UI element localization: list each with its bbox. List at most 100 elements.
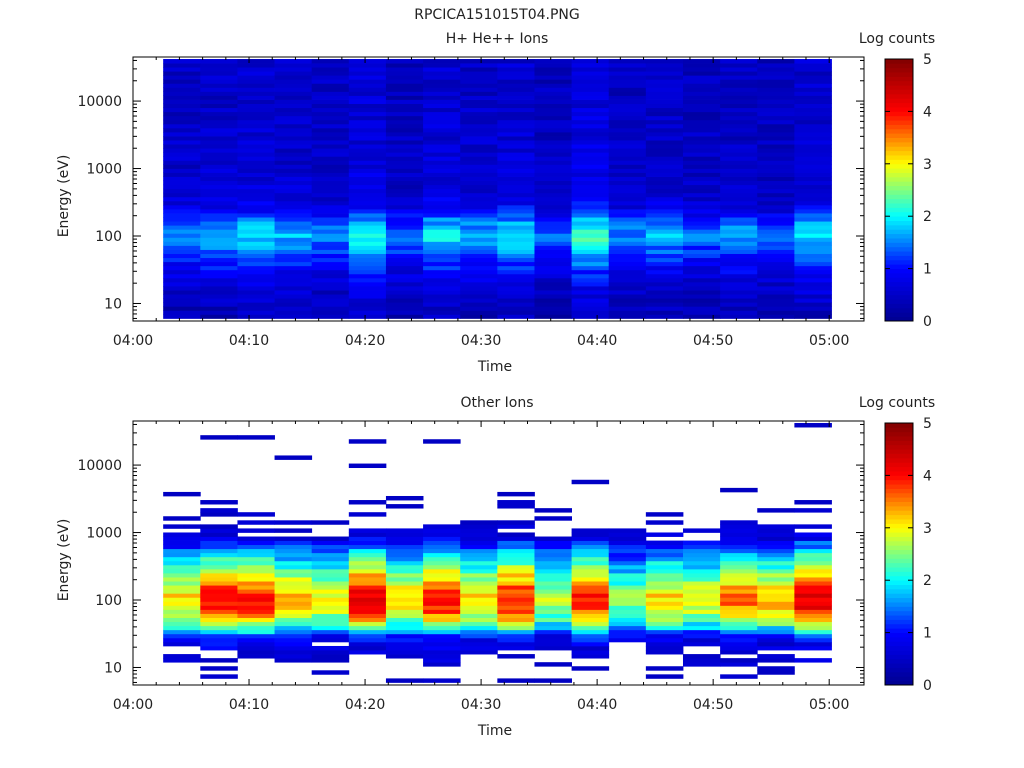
heatmap-cell	[571, 127, 610, 133]
colorbar-segment	[885, 238, 913, 243]
heatmap-cell	[497, 204, 535, 210]
heatmap-cell	[423, 119, 461, 125]
heatmap-cell	[348, 111, 387, 117]
heatmap-cell	[460, 180, 498, 186]
heatmap-cell	[534, 281, 572, 287]
heatmap-cell	[608, 286, 647, 291]
heatmap-cell	[237, 131, 275, 137]
heatmap-cell	[200, 184, 238, 190]
heatmap-cell	[794, 67, 832, 72]
heatmap-cell	[794, 115, 832, 121]
heatmap-cell	[311, 75, 350, 80]
heatmap-cell	[757, 196, 795, 202]
heatmap-cell	[757, 670, 795, 675]
heatmap-cell	[571, 294, 610, 299]
heatmap-cell	[163, 123, 201, 129]
heatmap-cell	[571, 245, 610, 250]
heatmap-cell	[423, 63, 461, 68]
heatmap-cell	[720, 59, 758, 64]
heatmap-cell	[163, 540, 201, 546]
colorbar-segment	[885, 423, 913, 428]
heatmap-cell	[794, 605, 832, 610]
heatmap-cell	[682, 136, 721, 141]
heatmap-cell	[757, 613, 795, 618]
heatmap-cell	[720, 123, 758, 129]
heatmap-cell	[645, 273, 684, 279]
heatmap-cell	[423, 213, 461, 218]
heatmap-cell	[608, 127, 647, 133]
heatmap-cell	[460, 568, 498, 574]
heatmap-cell	[200, 249, 238, 254]
heatmap-cell	[237, 184, 275, 190]
colorbar-segment	[885, 163, 913, 169]
colorbar-segment	[885, 615, 913, 620]
heatmap-cell	[757, 123, 795, 129]
heatmap-cell	[571, 87, 610, 92]
heatmap-cell	[200, 310, 238, 315]
heatmap-cell	[274, 209, 313, 214]
heatmap-cell	[385, 103, 424, 109]
heatmap-cell	[682, 253, 721, 259]
heatmap-cell	[423, 548, 461, 554]
heatmap-cell	[163, 585, 201, 590]
heatmap-cell	[274, 59, 313, 64]
heatmap-cell	[348, 265, 387, 271]
heatmap-cell	[608, 556, 647, 562]
heatmap-cell	[497, 277, 535, 283]
heatmap-cell	[237, 160, 275, 165]
heatmap-cell	[423, 261, 461, 267]
heatmap-cell	[534, 67, 572, 72]
heatmap-cell	[720, 119, 758, 125]
heatmap-cell	[311, 63, 350, 68]
heatmap-cell	[794, 217, 832, 222]
heatmap-cell	[200, 172, 238, 177]
heatmap-cell	[534, 581, 572, 586]
heatmap-cell	[757, 91, 795, 96]
heatmap-cell	[497, 95, 535, 100]
heatmap-cell	[682, 131, 721, 137]
heatmap-cell	[237, 589, 275, 594]
heatmap-cell	[571, 593, 610, 598]
heatmap-cell	[423, 204, 461, 210]
heatmap-cell	[757, 176, 795, 182]
heatmap-cell	[460, 633, 498, 639]
colorbar-segment	[885, 59, 913, 64]
heatmap-cell	[163, 536, 201, 541]
heatmap-cell	[534, 115, 572, 121]
heatmap-cell	[497, 119, 535, 125]
heatmap-cell	[571, 273, 610, 279]
heatmap-cell	[645, 168, 684, 173]
heatmap-cell	[423, 552, 461, 558]
heatmap-cell	[274, 237, 313, 242]
heatmap-cell	[163, 115, 201, 121]
heatmap-cell	[645, 95, 684, 100]
heatmap-cell	[720, 225, 758, 230]
heatmap-cell	[311, 107, 350, 113]
colorbar-segment	[885, 203, 913, 208]
heatmap-cell	[608, 83, 647, 88]
heatmap-cell	[311, 629, 350, 635]
heatmap-cell	[534, 269, 572, 275]
heatmap-cell	[645, 217, 684, 222]
heatmap-cell	[460, 229, 498, 234]
heatmap-cell	[385, 556, 424, 562]
heatmap-cell	[534, 540, 572, 546]
heatmap-cell	[237, 629, 275, 635]
heatmap-cell	[794, 536, 832, 541]
heatmap-cell	[200, 131, 238, 137]
heatmap-cell	[163, 577, 201, 582]
heatmap-cell	[497, 79, 535, 84]
heatmap-cell	[757, 290, 795, 295]
heatmap-cell	[460, 192, 498, 198]
heatmap-cell	[757, 136, 795, 141]
heatmap-cell	[274, 585, 313, 590]
heatmap-cell	[423, 568, 461, 574]
heatmap-cell	[274, 140, 313, 145]
heatmap-cell	[460, 281, 498, 287]
heatmap-cell	[682, 148, 721, 153]
heatmap-cell	[757, 548, 795, 554]
heatmap-cell	[460, 314, 498, 319]
heatmap-cell	[423, 609, 461, 614]
heatmap-cell	[497, 589, 535, 594]
heatmap-cell	[757, 75, 795, 80]
